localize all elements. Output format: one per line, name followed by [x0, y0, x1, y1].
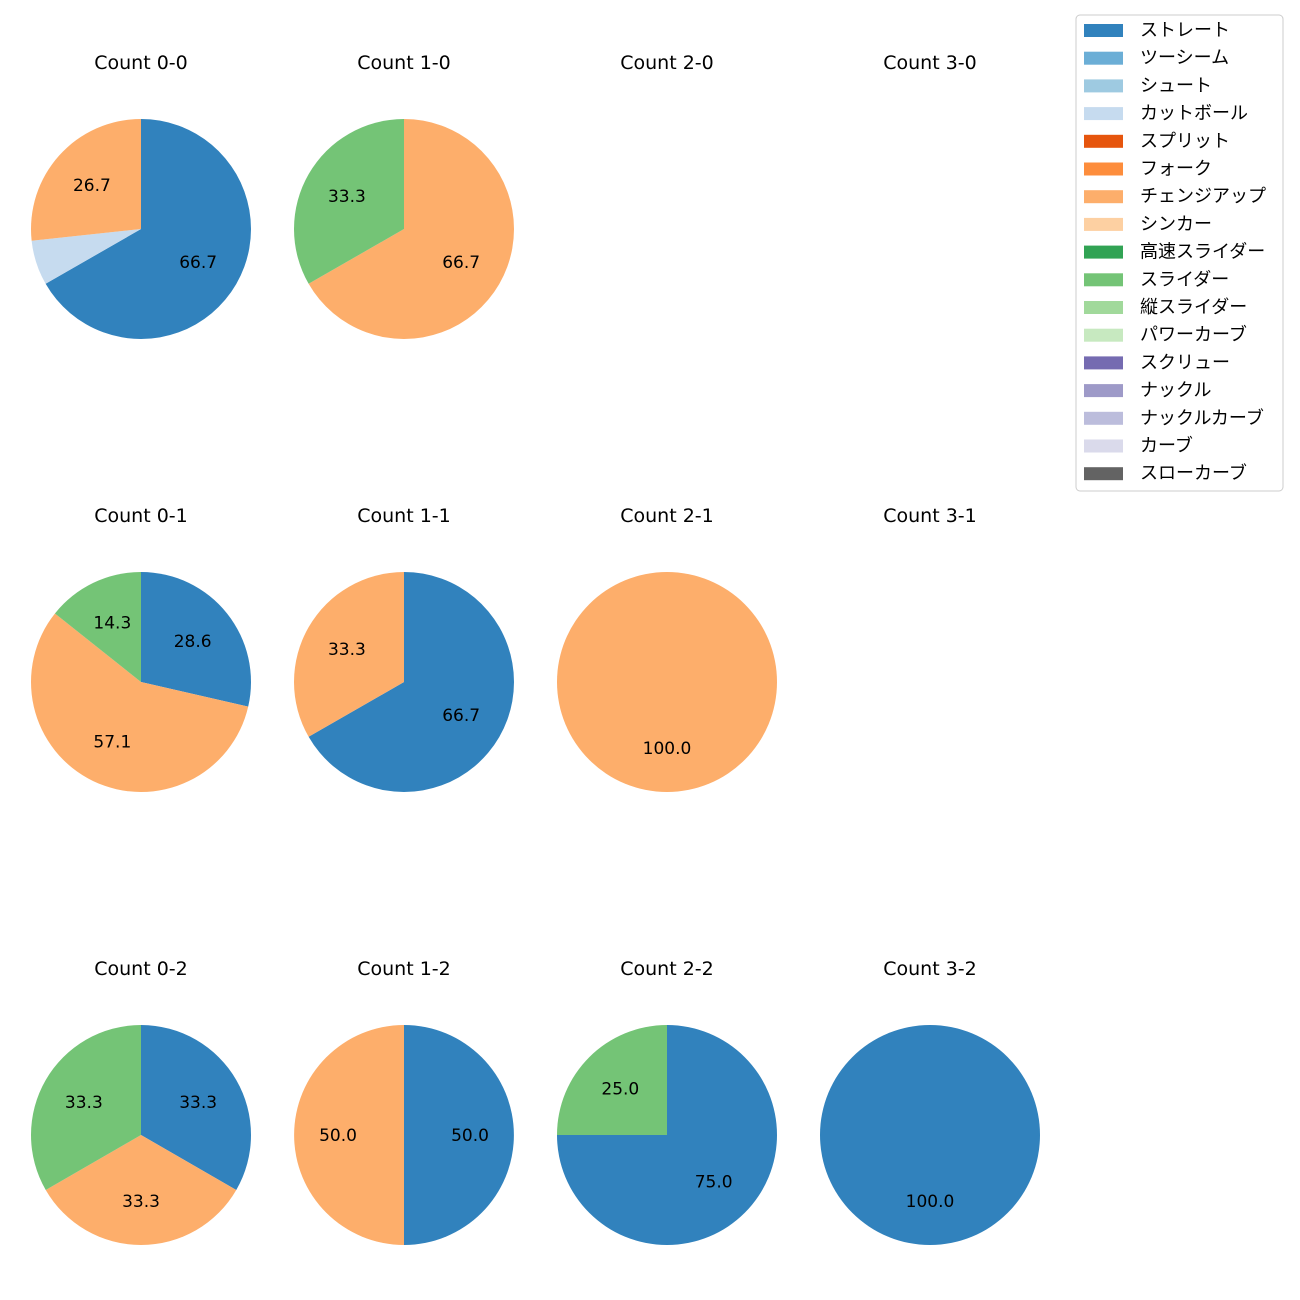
- legend-label: カットボール: [1140, 103, 1248, 124]
- legend: ストレートツーシームシュートカットボールスプリットフォークチェンジアップシンカー…: [1075, 14, 1284, 492]
- legend-label: ストレート: [1140, 20, 1230, 41]
- pie-slice: [294, 1025, 404, 1245]
- pie-title: Count 3-2: [883, 958, 977, 980]
- pie-slice: [30, 119, 142, 241]
- pie-slice: [404, 1025, 514, 1245]
- pie-slice: [293, 119, 404, 284]
- legend-swatch: [1084, 411, 1123, 425]
- pie-slice-label: 33.3: [328, 187, 366, 207]
- legend-swatch: [1084, 134, 1123, 148]
- pie-slice: [308, 119, 514, 339]
- pie-slice-label: 66.7: [179, 253, 217, 273]
- pie-slice-label: 33.3: [328, 640, 366, 660]
- pie-slice: [31, 613, 249, 792]
- legend-swatch: [1084, 107, 1123, 121]
- pie-slice-label: 28.6: [174, 632, 212, 652]
- pie-slice: [141, 1025, 251, 1190]
- pie-panel: Count 3-2 100.0: [820, 958, 1040, 1245]
- pie-slice-label: 33.3: [122, 1192, 160, 1212]
- pie-title: Count 1-1: [357, 505, 451, 527]
- legend-label: ナックルカーブ: [1140, 407, 1264, 429]
- pie-title: Count 3-1: [883, 505, 977, 527]
- legend-swatch: [1084, 190, 1123, 204]
- pie-panel: Count 0-1 28.6 57.1 14.3: [31, 505, 251, 792]
- pie-slice: [820, 1025, 1040, 1245]
- pie-title: Count 2-1: [620, 505, 714, 527]
- pie-panel: Count 1-1 66.7 33.3: [293, 505, 514, 792]
- pie-slice: [557, 572, 777, 792]
- legend-swatch: [1084, 217, 1123, 231]
- pie-slice: [141, 572, 251, 707]
- pie-slice-label: 66.7: [442, 253, 480, 273]
- legend-label: スライダー: [1140, 269, 1229, 290]
- pie-slice: [293, 572, 404, 737]
- legend-swatch: [1084, 301, 1123, 314]
- pie-title: Count 0-0: [94, 52, 188, 74]
- pie-slice: [31, 229, 141, 284]
- pie-slice-label: 75.0: [695, 1173, 733, 1193]
- legend-label: 縦スライダー: [1140, 297, 1247, 318]
- pie-slice-label: 50.0: [319, 1126, 357, 1146]
- pie-slice-label: 57.1: [93, 732, 131, 752]
- pie-slice: [45, 1135, 237, 1245]
- pie-title: Count 2-0: [620, 52, 714, 74]
- pie-slice-label: 26.7: [73, 176, 111, 196]
- pie-panel: Count 0-0 66.7 26.7: [30, 52, 252, 339]
- legend-swatch: [1084, 356, 1123, 370]
- legend-label: 高速スライダー: [1140, 242, 1265, 263]
- pie-title: Count 0-1: [94, 505, 188, 527]
- legend-swatch: [1084, 273, 1123, 287]
- pie-slice-label: 100.0: [906, 1192, 955, 1212]
- legend-label: シンカー: [1140, 214, 1212, 235]
- legend-label: フォーク: [1140, 159, 1212, 180]
- legend-label: シュート: [1140, 75, 1212, 96]
- legend-label: ナックル: [1140, 380, 1211, 401]
- legend-label: チェンジアップ: [1140, 186, 1266, 207]
- pie-slice-label: 50.0: [451, 1126, 489, 1146]
- pie-title: Count 3-0: [883, 52, 977, 74]
- pie-slice-label: 33.3: [65, 1093, 103, 1113]
- pie-slice: [31, 1025, 141, 1190]
- pie-panel: Count 1-0 66.7 33.3: [293, 52, 514, 339]
- legend-label: スローカーブ: [1140, 462, 1247, 484]
- legend-label: スプリット: [1140, 131, 1230, 152]
- legend-swatch: [1084, 51, 1123, 65]
- legend-label: カーブ: [1140, 435, 1193, 457]
- legend-swatch: [1084, 328, 1123, 342]
- legend-label: ツーシーム: [1140, 48, 1229, 69]
- pie-slice-label: 33.3: [179, 1093, 217, 1113]
- legend-frame: [1075, 14, 1284, 492]
- pie-panel: Count 2-1 100.0: [557, 505, 777, 792]
- pie-slice: [308, 572, 514, 792]
- pie-title: Count 1-2: [357, 958, 451, 980]
- pie-panel: Count 0-2 33.3 33.3 33.3: [31, 958, 251, 1245]
- pie-slice: [557, 1025, 667, 1135]
- pie-panel: Count 1-2 50.0 50.0: [294, 958, 514, 1245]
- pie-title: Count 1-0: [357, 52, 451, 74]
- pie-slice-label: 66.7: [442, 706, 480, 726]
- pie-panel: Count 3-1: [883, 505, 977, 527]
- legend-swatch: [1084, 439, 1123, 453]
- pie-panel: Count 2-2 75.0 25.0: [557, 958, 777, 1245]
- legend-label: スクリュー: [1140, 352, 1230, 373]
- legend-swatch: [1084, 384, 1123, 398]
- pie-slice-label: 14.3: [93, 614, 131, 634]
- pie-title: Count 0-2: [94, 958, 188, 980]
- pie-slice: [54, 572, 141, 682]
- legend-swatch: [1084, 467, 1123, 481]
- pie-panel: Count 2-0: [620, 52, 714, 74]
- pie-slice-label: 25.0: [601, 1079, 639, 1099]
- legend-swatch: [1084, 79, 1123, 93]
- pie-slice: [45, 119, 252, 339]
- pie-title: Count 2-2: [620, 958, 714, 980]
- pie-slice-label: 100.0: [643, 739, 692, 759]
- legend-swatch: [1084, 245, 1123, 259]
- legend-label: パワーカーブ: [1140, 324, 1247, 346]
- legend-swatch: [1084, 162, 1123, 176]
- pie-panel: Count 3-0: [883, 52, 977, 74]
- legend-swatch: [1084, 24, 1123, 37]
